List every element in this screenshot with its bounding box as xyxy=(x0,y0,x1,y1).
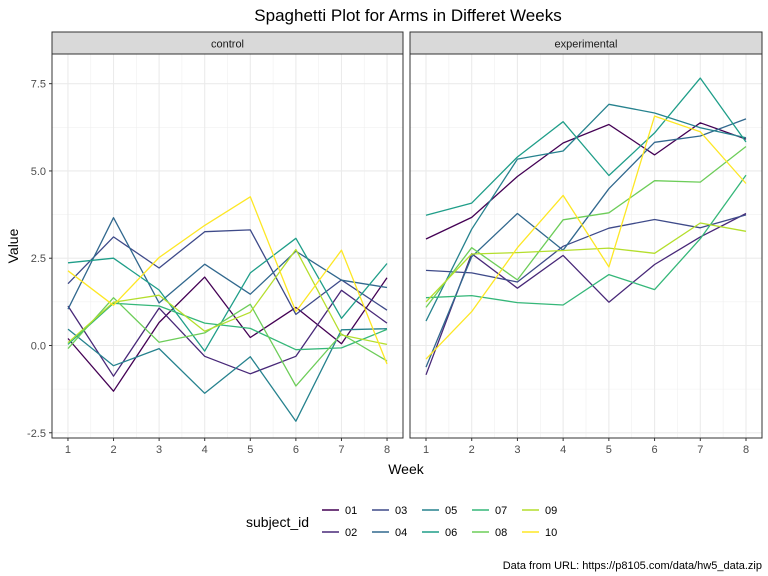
series-line-experimental-02 xyxy=(425,212,747,376)
x-tick-label: 2 xyxy=(469,444,475,456)
series-line-experimental-10 xyxy=(425,115,747,360)
series-line-experimental-01 xyxy=(425,122,747,240)
legend-title: subject_id xyxy=(246,514,309,530)
legend-label: 03 xyxy=(395,505,407,517)
series-line-experimental-04 xyxy=(425,118,747,368)
y-tick-label: 5.0 xyxy=(31,166,46,178)
series-line-control-08 xyxy=(67,297,388,387)
x-tick-label: 8 xyxy=(384,444,390,456)
caption: Data from URL: https://p8105.com/data/hw… xyxy=(503,560,762,572)
x-axis-title: Week xyxy=(388,461,425,477)
legend-label: 10 xyxy=(545,527,557,539)
series-line-experimental-09 xyxy=(425,222,747,303)
series-line-control-03 xyxy=(67,229,388,316)
x-tick-label: 1 xyxy=(65,444,71,456)
y-tick-label: 2.5 xyxy=(31,253,46,265)
panel-border xyxy=(51,53,404,439)
x-tick-label: 1 xyxy=(423,444,429,456)
x-tick-label: 6 xyxy=(293,444,299,456)
legend-label: 05 xyxy=(445,505,457,517)
series-line-experimental-03 xyxy=(425,214,747,283)
series-line-control-01 xyxy=(67,276,388,392)
legend-label: 09 xyxy=(545,505,557,517)
legend: subject_id 01 02 03 04 05 06 07 08 09 10 xyxy=(246,505,557,539)
x-tick-label: 8 xyxy=(743,444,749,456)
series-line-control-07 xyxy=(67,302,388,351)
x-tick-label: 4 xyxy=(560,444,566,456)
series-line-control-02 xyxy=(67,289,388,377)
x-tick-label: 5 xyxy=(247,444,253,456)
y-tick-label: 7.5 xyxy=(31,79,46,91)
series-line-control-04 xyxy=(67,217,388,310)
facet-label: control xyxy=(211,39,244,51)
series-line-experimental-06 xyxy=(425,77,747,216)
x-tick-label: 7 xyxy=(697,444,703,456)
series-line-experimental-08 xyxy=(425,145,747,308)
x-tick-label: 3 xyxy=(156,444,162,456)
series-line-experimental-07 xyxy=(425,174,747,306)
chart-title: Spaghetti Plot for Arms in Differet Week… xyxy=(254,6,561,25)
series-line-control-09 xyxy=(67,248,388,346)
x-tick-label: 5 xyxy=(606,444,612,456)
y-tick-label: -2.5 xyxy=(27,428,46,440)
series-line-control-06 xyxy=(67,237,388,352)
x-tick-label: 2 xyxy=(110,444,116,456)
panel-border xyxy=(409,53,763,439)
legend-label: 06 xyxy=(445,527,457,539)
x-tick-label: 7 xyxy=(338,444,344,456)
panel-control: control 1 2 3 4 5 6 7 8 -2.5 0.0 2.5 5.0 7.5 xyxy=(27,31,404,456)
legend-label: 04 xyxy=(395,527,407,539)
series-line-experimental-05 xyxy=(425,103,747,322)
legend-label: 08 xyxy=(495,527,507,539)
x-tick-label: 4 xyxy=(202,444,208,456)
facet-label: experimental xyxy=(555,39,618,51)
series-line-control-05 xyxy=(67,328,388,422)
legend-label: 02 xyxy=(345,527,357,539)
panel-experimental: experimental 1 2 3 4 5 6 7 8 xyxy=(409,31,763,456)
y-tick-label: 0.0 xyxy=(31,340,46,352)
series-line-control-10 xyxy=(67,196,388,365)
legend-label: 01 xyxy=(345,505,357,517)
x-tick-label: 6 xyxy=(652,444,658,456)
legend-label: 07 xyxy=(495,505,507,517)
x-tick-label: 3 xyxy=(514,444,520,456)
y-axis-title: Value xyxy=(5,228,21,263)
